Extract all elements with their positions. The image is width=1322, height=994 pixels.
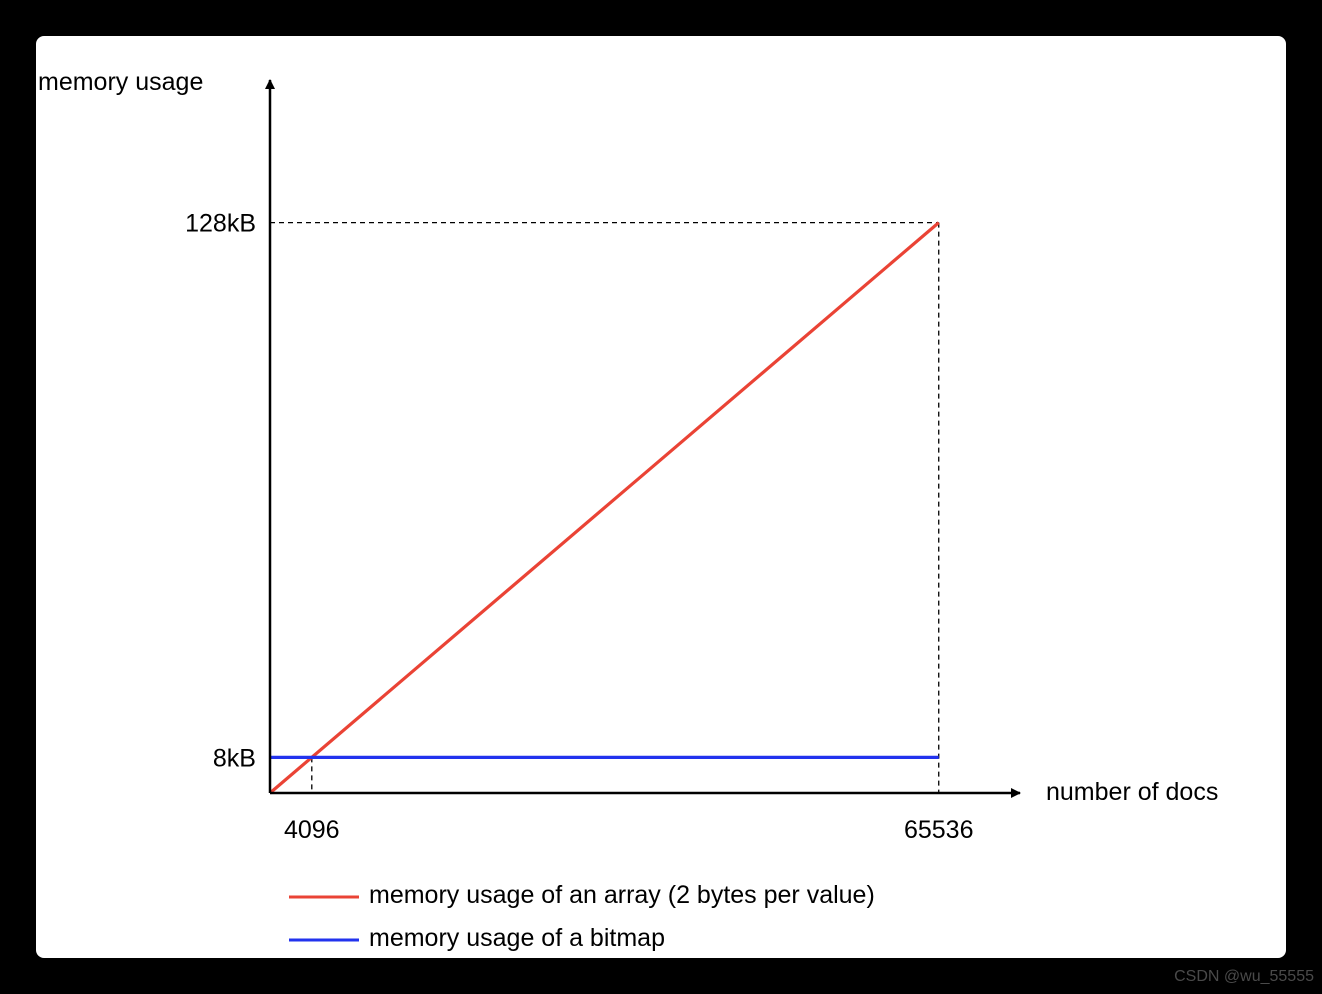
series-line-array <box>268 221 940 795</box>
tick-labels: 8kB 128kB 4096 65536 <box>185 210 973 844</box>
guide-lines <box>270 221 940 793</box>
legend: memory usage of an array (2 bytes per va… <box>289 881 875 952</box>
y-tick-label-8kB: 8kB <box>213 744 256 772</box>
y-tick-label-128kB: 128kB <box>185 210 256 238</box>
x-tick-label-4096: 4096 <box>284 816 340 844</box>
y-axis-label: memory usage <box>38 68 203 96</box>
x-tick-label-65536: 65536 <box>904 816 974 844</box>
legend-label-bitmap: memory usage of a bitmap <box>369 924 665 952</box>
series-layer <box>268 221 940 795</box>
legend-label-array: memory usage of an array (2 bytes per va… <box>369 881 875 909</box>
watermark: CSDN @wu_55555 <box>1174 968 1314 985</box>
chart-card: memory usage number of docs 8kB 128kB 4096… <box>36 36 1286 958</box>
chart-svg: memory usage number of docs 8kB 128kB 4096… <box>38 68 1218 952</box>
x-axis-label: number of docs <box>1046 778 1218 806</box>
